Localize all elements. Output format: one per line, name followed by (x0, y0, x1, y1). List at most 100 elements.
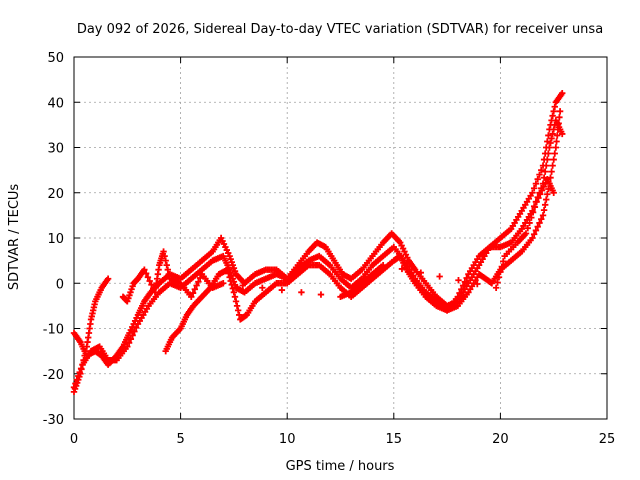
data-point (456, 289, 463, 297)
data-point (259, 284, 266, 291)
data-point (538, 187, 546, 194)
data-point (132, 324, 140, 331)
data-point (436, 273, 443, 280)
data-point (538, 166, 545, 174)
data-point (541, 168, 549, 175)
data-point (233, 302, 241, 310)
data-point (529, 189, 536, 196)
data-point (379, 261, 387, 269)
data-point (160, 248, 167, 255)
data-point (165, 271, 173, 278)
x-tick-label: 15 (386, 432, 403, 447)
data-point (234, 307, 242, 314)
chart-title: Day 092 of 2026, Sidereal Day-to-day VTE… (77, 22, 603, 37)
data-point (497, 268, 504, 276)
data-point (463, 274, 470, 282)
data-point (226, 274, 233, 281)
data-point (164, 266, 172, 273)
data-point (73, 376, 81, 383)
data-point (131, 328, 138, 335)
series-track-d (162, 108, 564, 355)
data-point (552, 144, 560, 151)
data-point (125, 339, 133, 347)
data-point (559, 90, 566, 97)
data-points (70, 90, 566, 396)
data-point (454, 293, 461, 301)
y-tick-label: 0 (56, 277, 64, 292)
data-point (461, 278, 469, 285)
data-point (556, 108, 564, 115)
data-point (162, 257, 169, 264)
data-point (534, 223, 541, 230)
data-point (230, 289, 238, 296)
data-point (142, 270, 150, 277)
data-point (554, 126, 562, 133)
data-point (129, 332, 136, 339)
x-tick-label: 5 (176, 432, 184, 447)
x-axis-label: GPS time / hours (286, 459, 395, 474)
data-point (191, 286, 199, 293)
data-point (278, 286, 286, 294)
x-tick-label: 25 (599, 432, 616, 447)
data-point (551, 150, 558, 157)
data-point (225, 270, 232, 277)
data-point (500, 258, 507, 265)
data-point (231, 293, 239, 301)
data-point (548, 168, 555, 175)
data-point (232, 298, 240, 305)
data-point (124, 343, 131, 350)
data-point (534, 175, 541, 183)
x-tick-label: 20 (492, 432, 509, 447)
data-point (545, 150, 552, 157)
data-point (540, 183, 547, 190)
data-point (227, 277, 234, 285)
data-point (543, 162, 550, 169)
data-point (532, 227, 540, 234)
data-point (540, 206, 548, 214)
data-point (550, 189, 557, 196)
data-point (455, 277, 462, 284)
data-point (146, 277, 153, 285)
data-point (549, 162, 556, 169)
data-point (474, 280, 481, 288)
data-point (317, 291, 325, 298)
data-point (163, 261, 170, 269)
data-point (551, 103, 558, 110)
data-point (544, 191, 551, 198)
data-point (522, 230, 530, 237)
data-point (528, 214, 535, 221)
data-point (104, 275, 112, 282)
data-point (549, 112, 556, 120)
series-track-c (70, 117, 566, 391)
data-point (530, 185, 538, 192)
y-tick-label: -10 (43, 323, 64, 338)
data-point (543, 196, 550, 203)
data-point (550, 156, 557, 163)
data-point (458, 286, 465, 293)
y-tick-label: 40 (47, 96, 64, 111)
data-point (494, 279, 501, 286)
data-point (550, 108, 557, 115)
data-point (189, 289, 197, 297)
y-tick-label: -20 (43, 368, 64, 383)
data-point (76, 369, 83, 376)
y-tick-label: 50 (47, 51, 64, 66)
data-point (556, 114, 563, 121)
data-point (298, 289, 305, 296)
data-point (239, 282, 246, 289)
data-point (195, 278, 202, 285)
data-point (492, 284, 500, 291)
data-point (495, 274, 503, 281)
data-point (532, 180, 540, 187)
data-point (144, 274, 152, 281)
data-point (228, 281, 235, 288)
data-point (529, 234, 536, 242)
data-point (529, 209, 537, 216)
data-point (77, 365, 85, 372)
x-tick-label: 10 (279, 432, 296, 447)
data-point (188, 293, 195, 301)
data-point (541, 201, 549, 209)
axis-ticks: 0 5 10 15 20 25 -30 -20 -10 0 10 20 30 40 50 (43, 51, 616, 447)
data-point (417, 269, 425, 276)
